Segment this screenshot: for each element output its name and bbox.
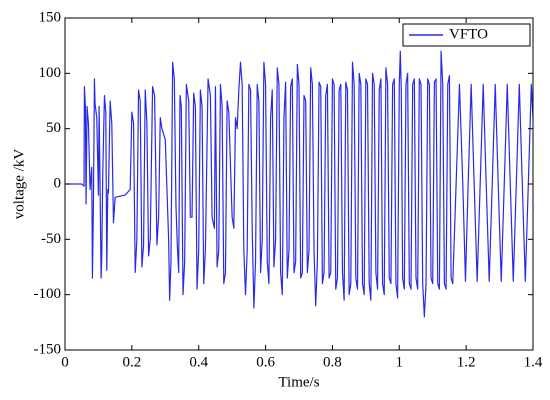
x-tick-label: 1.2 bbox=[457, 354, 476, 370]
x-tick-label: 0.6 bbox=[256, 354, 275, 370]
x-tick-label: 0.4 bbox=[189, 354, 208, 370]
y-tick-label: 0 bbox=[54, 175, 62, 191]
y-tick-label: 150 bbox=[39, 9, 62, 25]
data-line bbox=[65, 50, 534, 318]
x-tick-label: 1 bbox=[396, 354, 404, 370]
x-axis-label: Time/s bbox=[278, 374, 319, 390]
x-tick-label: 0.8 bbox=[323, 354, 342, 370]
plot-area bbox=[65, 50, 534, 318]
y-tick-label: -100 bbox=[34, 286, 62, 302]
y-axis-label: voltage /kV bbox=[11, 149, 27, 220]
y-tick-label: -150 bbox=[34, 341, 62, 357]
y-tick-label: 100 bbox=[39, 65, 62, 81]
x-tick-label: 0.2 bbox=[122, 354, 141, 370]
y-tick-label: 50 bbox=[46, 120, 61, 136]
y-tick-label: -50 bbox=[41, 231, 61, 247]
x-tick-label: 0 bbox=[61, 354, 69, 370]
x-tick-label: 1.4 bbox=[524, 354, 543, 370]
legend-label: VFTO bbox=[449, 26, 488, 42]
legend-box bbox=[402, 23, 531, 47]
